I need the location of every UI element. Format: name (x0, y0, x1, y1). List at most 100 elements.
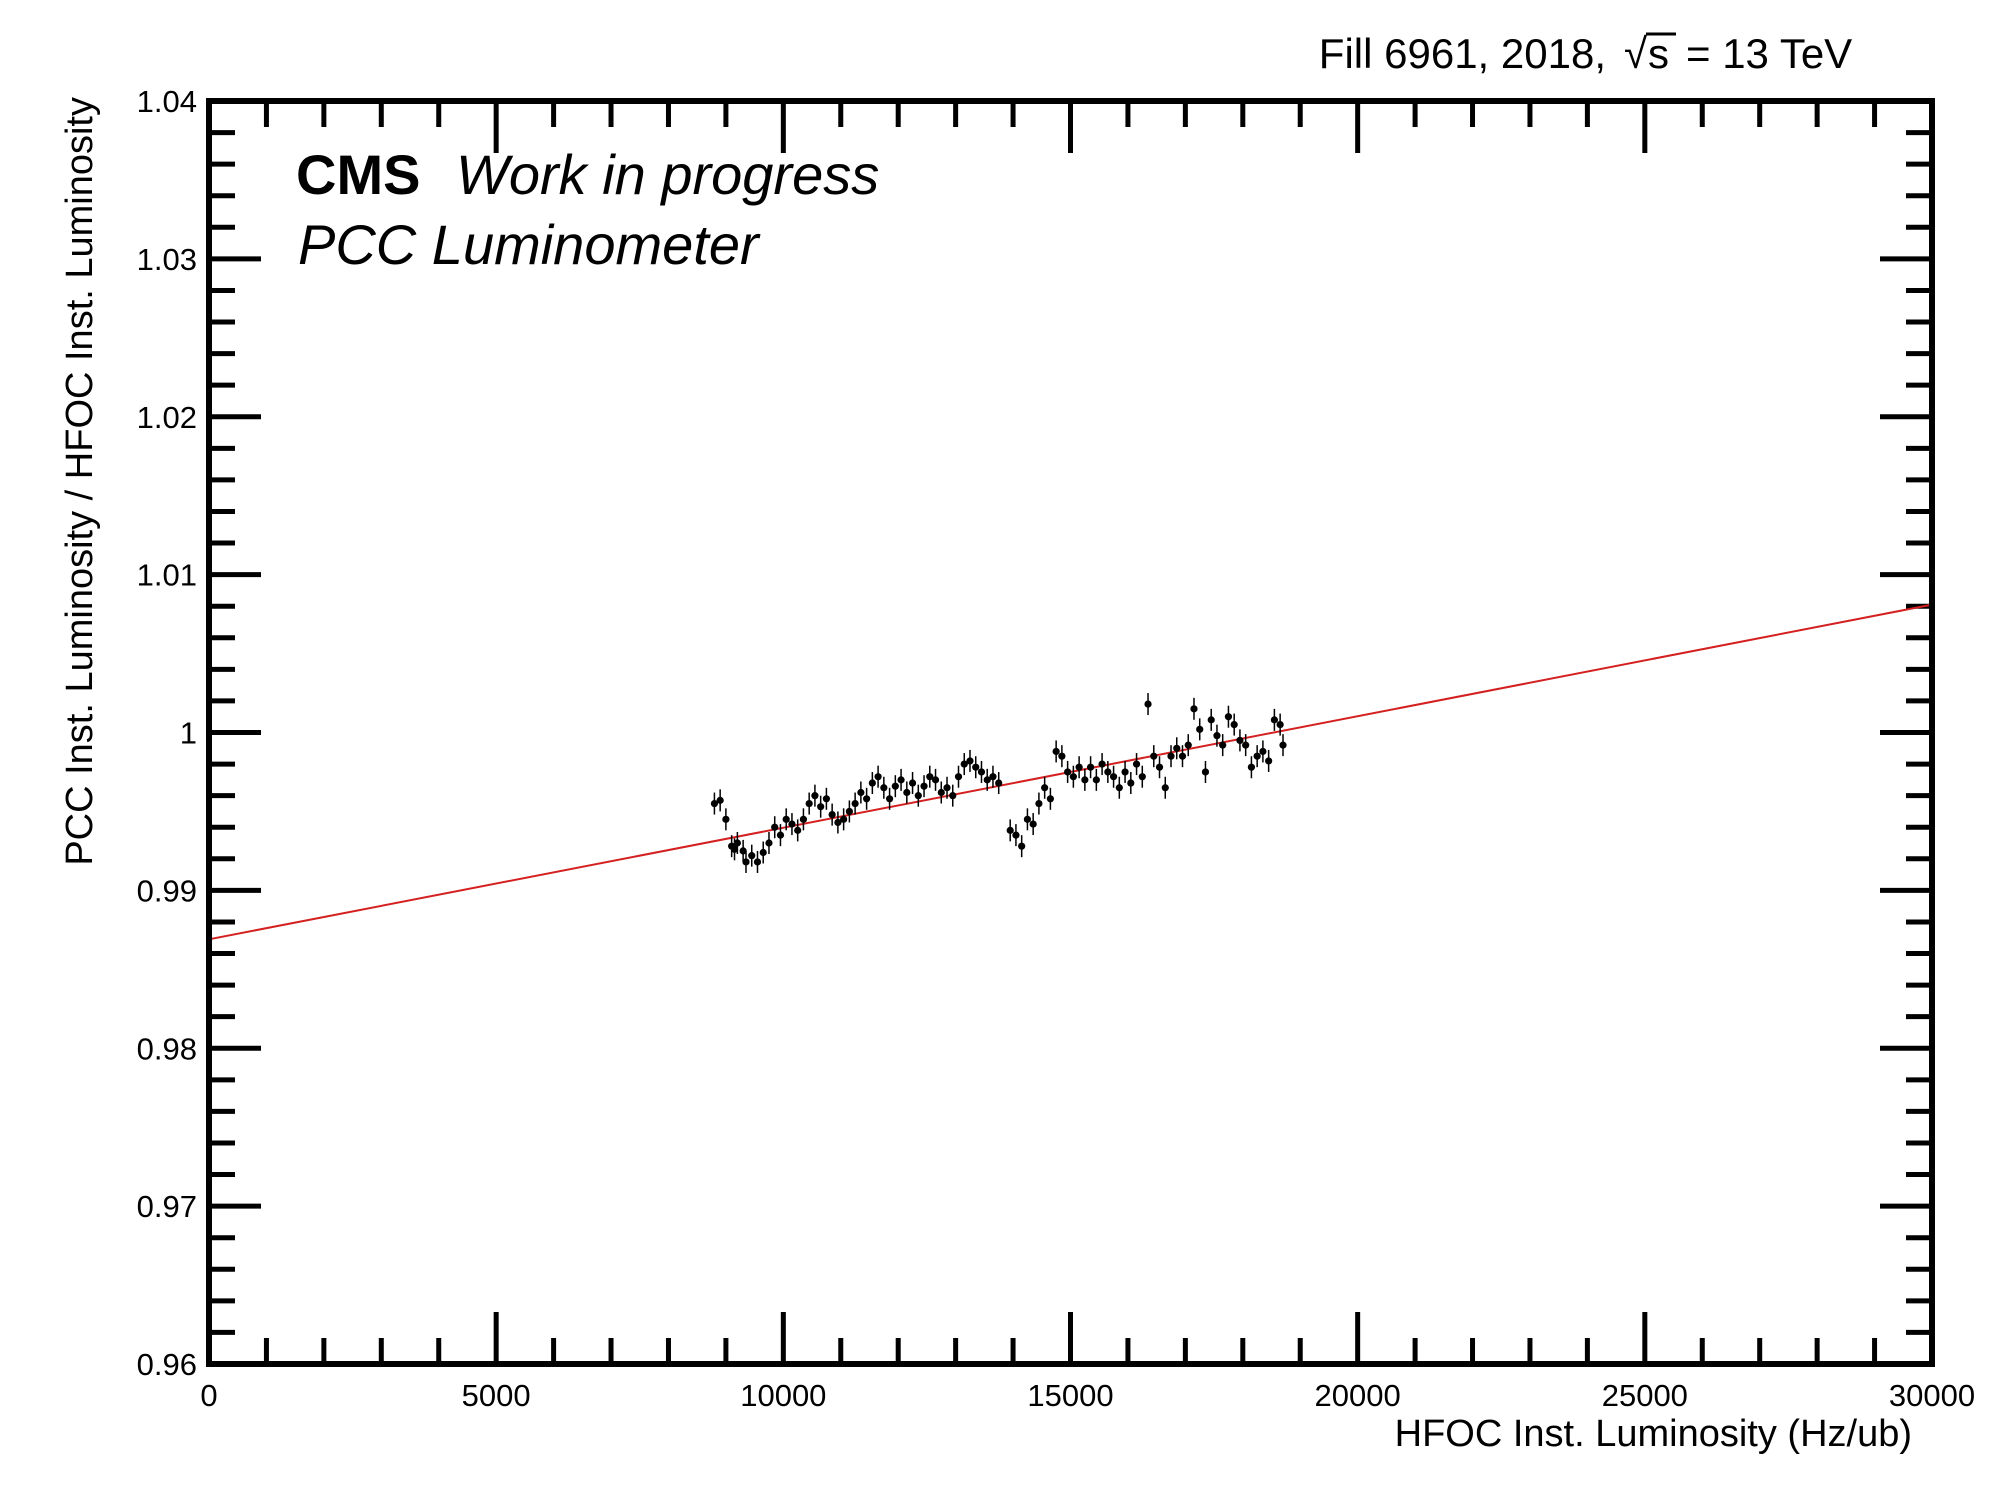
data-point (1196, 718, 1204, 741)
detector-label: PCC Luminometer (298, 213, 761, 276)
point-marker (937, 788, 945, 797)
x-tick-label: 15000 (1027, 1378, 1113, 1413)
y-tick-label: 1.01 (137, 558, 197, 593)
point-marker (822, 795, 831, 803)
data-point (891, 775, 899, 798)
point-marker (1098, 760, 1106, 768)
point-marker (1270, 716, 1278, 724)
data-point (1098, 753, 1106, 776)
point-marker (1167, 752, 1175, 760)
y-tick-label: 0.96 (137, 1347, 197, 1382)
data-point (1092, 768, 1100, 791)
data-point (1058, 745, 1066, 768)
point-marker (1224, 713, 1233, 721)
point-marker (1046, 795, 1054, 803)
point-marker (1155, 763, 1164, 771)
point-marker (840, 815, 848, 823)
data-point (1230, 713, 1238, 736)
point-marker (739, 847, 747, 855)
y-axis-title: PCC Inst. Luminosity / HFOC Inst. Lumino… (59, 97, 101, 866)
data-point (759, 841, 767, 864)
point-marker (794, 826, 802, 834)
data-point (765, 832, 773, 855)
point-marker (776, 831, 785, 839)
cms-status-label: Work in progress (456, 143, 879, 206)
point-marker (880, 784, 888, 792)
data-point (949, 784, 957, 807)
data-point (926, 765, 934, 788)
data-point (748, 844, 756, 867)
data-point (1144, 693, 1152, 716)
point-marker (908, 779, 917, 787)
point-marker (1279, 741, 1287, 749)
point-marker (1207, 716, 1215, 724)
data-point (1075, 756, 1083, 779)
data-point (1127, 772, 1135, 795)
point-marker (730, 845, 739, 853)
point-marker (710, 799, 719, 808)
point-marker (1058, 752, 1066, 760)
x-axis-title: HFOC Inst. Luminosity (Hz/ub) (1395, 1413, 1912, 1455)
sqrt-s-label: s (1648, 30, 1669, 77)
point-marker (972, 763, 980, 771)
y-tick-label: 0.97 (137, 1189, 197, 1224)
data-point (857, 781, 865, 804)
data-point (1115, 776, 1123, 799)
sqrt-symbol: √ (1624, 30, 1648, 77)
point-marker (1178, 752, 1187, 760)
point-marker (995, 779, 1003, 787)
point-marker (1052, 747, 1060, 756)
point-marker (788, 820, 796, 828)
data-point (1247, 756, 1256, 779)
data-point (1213, 724, 1221, 747)
point-marker (863, 795, 871, 803)
point-marker (1219, 741, 1227, 749)
data-point (1259, 740, 1267, 763)
point-marker (805, 799, 813, 808)
data-point (1012, 824, 1020, 847)
point-marker (817, 803, 825, 811)
data-point (863, 787, 871, 810)
energy-label: = 13 TeV (1686, 30, 1852, 77)
point-marker (1184, 741, 1192, 749)
point-marker (874, 773, 882, 781)
data-points (710, 693, 1287, 873)
point-marker (977, 768, 986, 776)
data-point (1087, 756, 1095, 779)
point-marker (903, 788, 911, 797)
point-marker (742, 858, 750, 866)
point-marker (954, 773, 963, 781)
data-point (811, 784, 819, 807)
data-point (1018, 835, 1026, 858)
data-point (1064, 760, 1072, 783)
axis-tick-labels: 0 5000 10000 15000 20000 25000 30000 0.96 0.97 0.… (137, 84, 1975, 1413)
point-marker (748, 852, 756, 860)
data-point (1201, 760, 1210, 783)
point-marker (1041, 784, 1049, 792)
data-point (874, 765, 882, 788)
data-point (776, 824, 785, 847)
data-point (908, 772, 917, 795)
y-tick-label: 1.03 (137, 242, 197, 277)
data-point (1121, 760, 1129, 783)
data-point (739, 839, 747, 862)
data-point (1150, 745, 1158, 768)
data-point (771, 816, 779, 839)
data-point (1132, 753, 1141, 776)
point-marker (1259, 747, 1267, 756)
point-marker (1087, 763, 1095, 771)
x-tick-label: 25000 (1602, 1378, 1688, 1413)
point-marker (943, 784, 951, 792)
data-point (1041, 776, 1049, 799)
point-marker (1127, 779, 1135, 787)
point-marker (1121, 768, 1129, 776)
x-tick-label: 10000 (740, 1378, 826, 1413)
data-point (1138, 765, 1146, 788)
y-tick-label: 0.99 (137, 873, 197, 908)
data-point (1207, 708, 1215, 731)
plot-frame (206, 98, 1935, 1367)
data-point (1104, 760, 1112, 783)
cms-label-group: CMS Work in progress PCC Luminometer (296, 143, 879, 276)
data-point (972, 756, 980, 779)
